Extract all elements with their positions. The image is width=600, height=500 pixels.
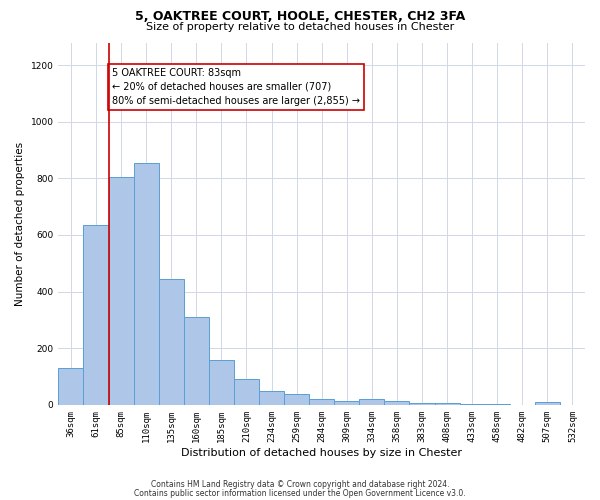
Bar xyxy=(58,368,83,405)
Bar xyxy=(409,404,434,405)
Bar xyxy=(134,163,159,405)
Bar xyxy=(385,400,409,405)
Bar xyxy=(485,404,510,405)
X-axis label: Distribution of detached houses by size in Chester: Distribution of detached houses by size … xyxy=(181,448,462,458)
Text: 5, OAKTREE COURT, HOOLE, CHESTER, CH2 3FA: 5, OAKTREE COURT, HOOLE, CHESTER, CH2 3F… xyxy=(135,10,465,23)
Bar xyxy=(209,360,234,405)
Bar xyxy=(309,399,334,405)
Bar xyxy=(334,400,359,405)
Bar xyxy=(460,404,485,405)
Text: Size of property relative to detached houses in Chester: Size of property relative to detached ho… xyxy=(146,22,454,32)
Bar xyxy=(259,390,284,405)
Text: Contains HM Land Registry data © Crown copyright and database right 2024.: Contains HM Land Registry data © Crown c… xyxy=(151,480,449,489)
Y-axis label: Number of detached properties: Number of detached properties xyxy=(15,142,25,306)
Text: 5 OAKTREE COURT: 83sqm
← 20% of detached houses are smaller (707)
80% of semi-de: 5 OAKTREE COURT: 83sqm ← 20% of detached… xyxy=(112,68,361,106)
Bar xyxy=(359,399,385,405)
Text: Contains public sector information licensed under the Open Government Licence v3: Contains public sector information licen… xyxy=(134,488,466,498)
Bar xyxy=(159,279,184,405)
Bar xyxy=(434,404,460,405)
Bar xyxy=(184,317,209,405)
Bar xyxy=(83,225,109,405)
Bar xyxy=(109,177,134,405)
Bar xyxy=(234,380,259,405)
Bar xyxy=(284,394,309,405)
Bar xyxy=(535,402,560,405)
